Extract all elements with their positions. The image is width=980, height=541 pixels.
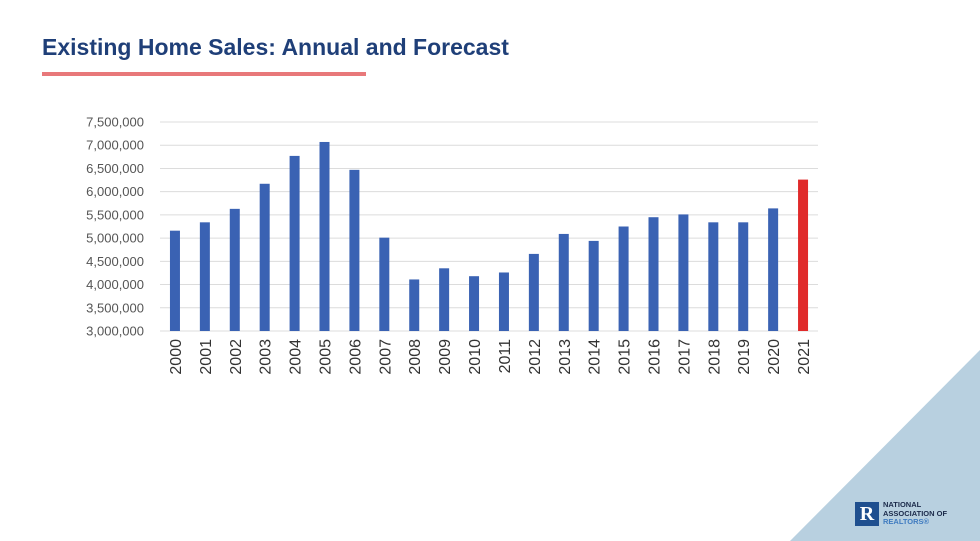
x-tick-label: 2009 bbox=[437, 339, 454, 375]
x-tick-label: 2006 bbox=[347, 339, 364, 375]
x-tick-label: 2016 bbox=[647, 339, 664, 375]
nar-logo: R NATIONAL ASSOCIATION OF REALTORS® bbox=[855, 500, 948, 527]
bar-2007 bbox=[379, 237, 390, 331]
y-tick-label: 7,000,000 bbox=[86, 138, 144, 153]
logo-line-1: NATIONAL bbox=[883, 500, 922, 509]
bar-2020 bbox=[768, 208, 779, 331]
slide-title: Existing Home Sales: Annual and Forecast bbox=[42, 34, 509, 60]
bar-2006 bbox=[349, 169, 360, 331]
x-tick-label: 2013 bbox=[557, 339, 574, 375]
y-tick-label: 3,500,000 bbox=[86, 300, 144, 315]
title-underline bbox=[42, 72, 366, 76]
y-tick-label: 4,000,000 bbox=[86, 277, 144, 292]
bar-2021 bbox=[798, 179, 809, 331]
bar-2019 bbox=[738, 222, 749, 331]
x-tick-label: 2017 bbox=[676, 339, 693, 375]
bar-2015 bbox=[618, 226, 629, 331]
x-tick-label: 2021 bbox=[796, 339, 813, 375]
y-tick-label: 5,500,000 bbox=[86, 207, 144, 222]
bar-2017 bbox=[678, 214, 689, 331]
logo-line-3: REALTORS® bbox=[883, 517, 930, 526]
x-tick-label: 2012 bbox=[527, 339, 544, 375]
bar-2014 bbox=[588, 240, 599, 331]
x-tick-label: 2008 bbox=[407, 339, 424, 375]
x-tick-label: 2011 bbox=[497, 339, 514, 374]
bar-2011 bbox=[498, 272, 509, 331]
bar-2005 bbox=[319, 141, 330, 331]
bar-2010 bbox=[469, 276, 480, 331]
bar-2003 bbox=[259, 183, 270, 331]
x-tick-label: 2000 bbox=[168, 339, 185, 375]
y-tick-label: 6,500,000 bbox=[86, 161, 144, 176]
x-tick-label: 2018 bbox=[706, 339, 723, 375]
bar-2008 bbox=[409, 279, 420, 331]
bar-2000 bbox=[169, 230, 180, 331]
bar-2009 bbox=[439, 268, 450, 331]
x-tick-label: 2002 bbox=[228, 339, 245, 375]
x-tick-label: 2019 bbox=[736, 339, 753, 375]
x-tick-label: 2014 bbox=[587, 339, 604, 375]
x-tick-label: 2003 bbox=[258, 339, 275, 375]
bar-2001 bbox=[199, 222, 210, 331]
bar-2013 bbox=[558, 233, 569, 331]
bar-2012 bbox=[528, 253, 539, 331]
x-tick-label: 2010 bbox=[467, 339, 484, 375]
bar-2018 bbox=[708, 222, 719, 331]
logo-line-2: ASSOCIATION OF bbox=[883, 508, 948, 518]
x-tick-label: 2001 bbox=[198, 339, 215, 375]
y-tick-label: 4,500,000 bbox=[86, 254, 144, 269]
y-tick-label: 3,000,000 bbox=[86, 324, 144, 339]
x-tick-label: 2004 bbox=[288, 339, 305, 375]
y-tick-label: 7,500,000 bbox=[86, 115, 144, 130]
y-tick-label: 6,000,000 bbox=[86, 184, 144, 199]
x-tick-label: 2020 bbox=[766, 339, 783, 375]
bar-2016 bbox=[648, 217, 659, 331]
x-tick-label: 2005 bbox=[318, 339, 335, 375]
bar-2002 bbox=[229, 208, 240, 331]
x-tick-label: 2007 bbox=[377, 339, 394, 375]
x-tick-label: 2015 bbox=[617, 339, 634, 375]
y-tick-label: 5,000,000 bbox=[86, 231, 144, 246]
realtor-r-logo-icon: R bbox=[855, 501, 879, 526]
bar-2004 bbox=[289, 155, 300, 331]
